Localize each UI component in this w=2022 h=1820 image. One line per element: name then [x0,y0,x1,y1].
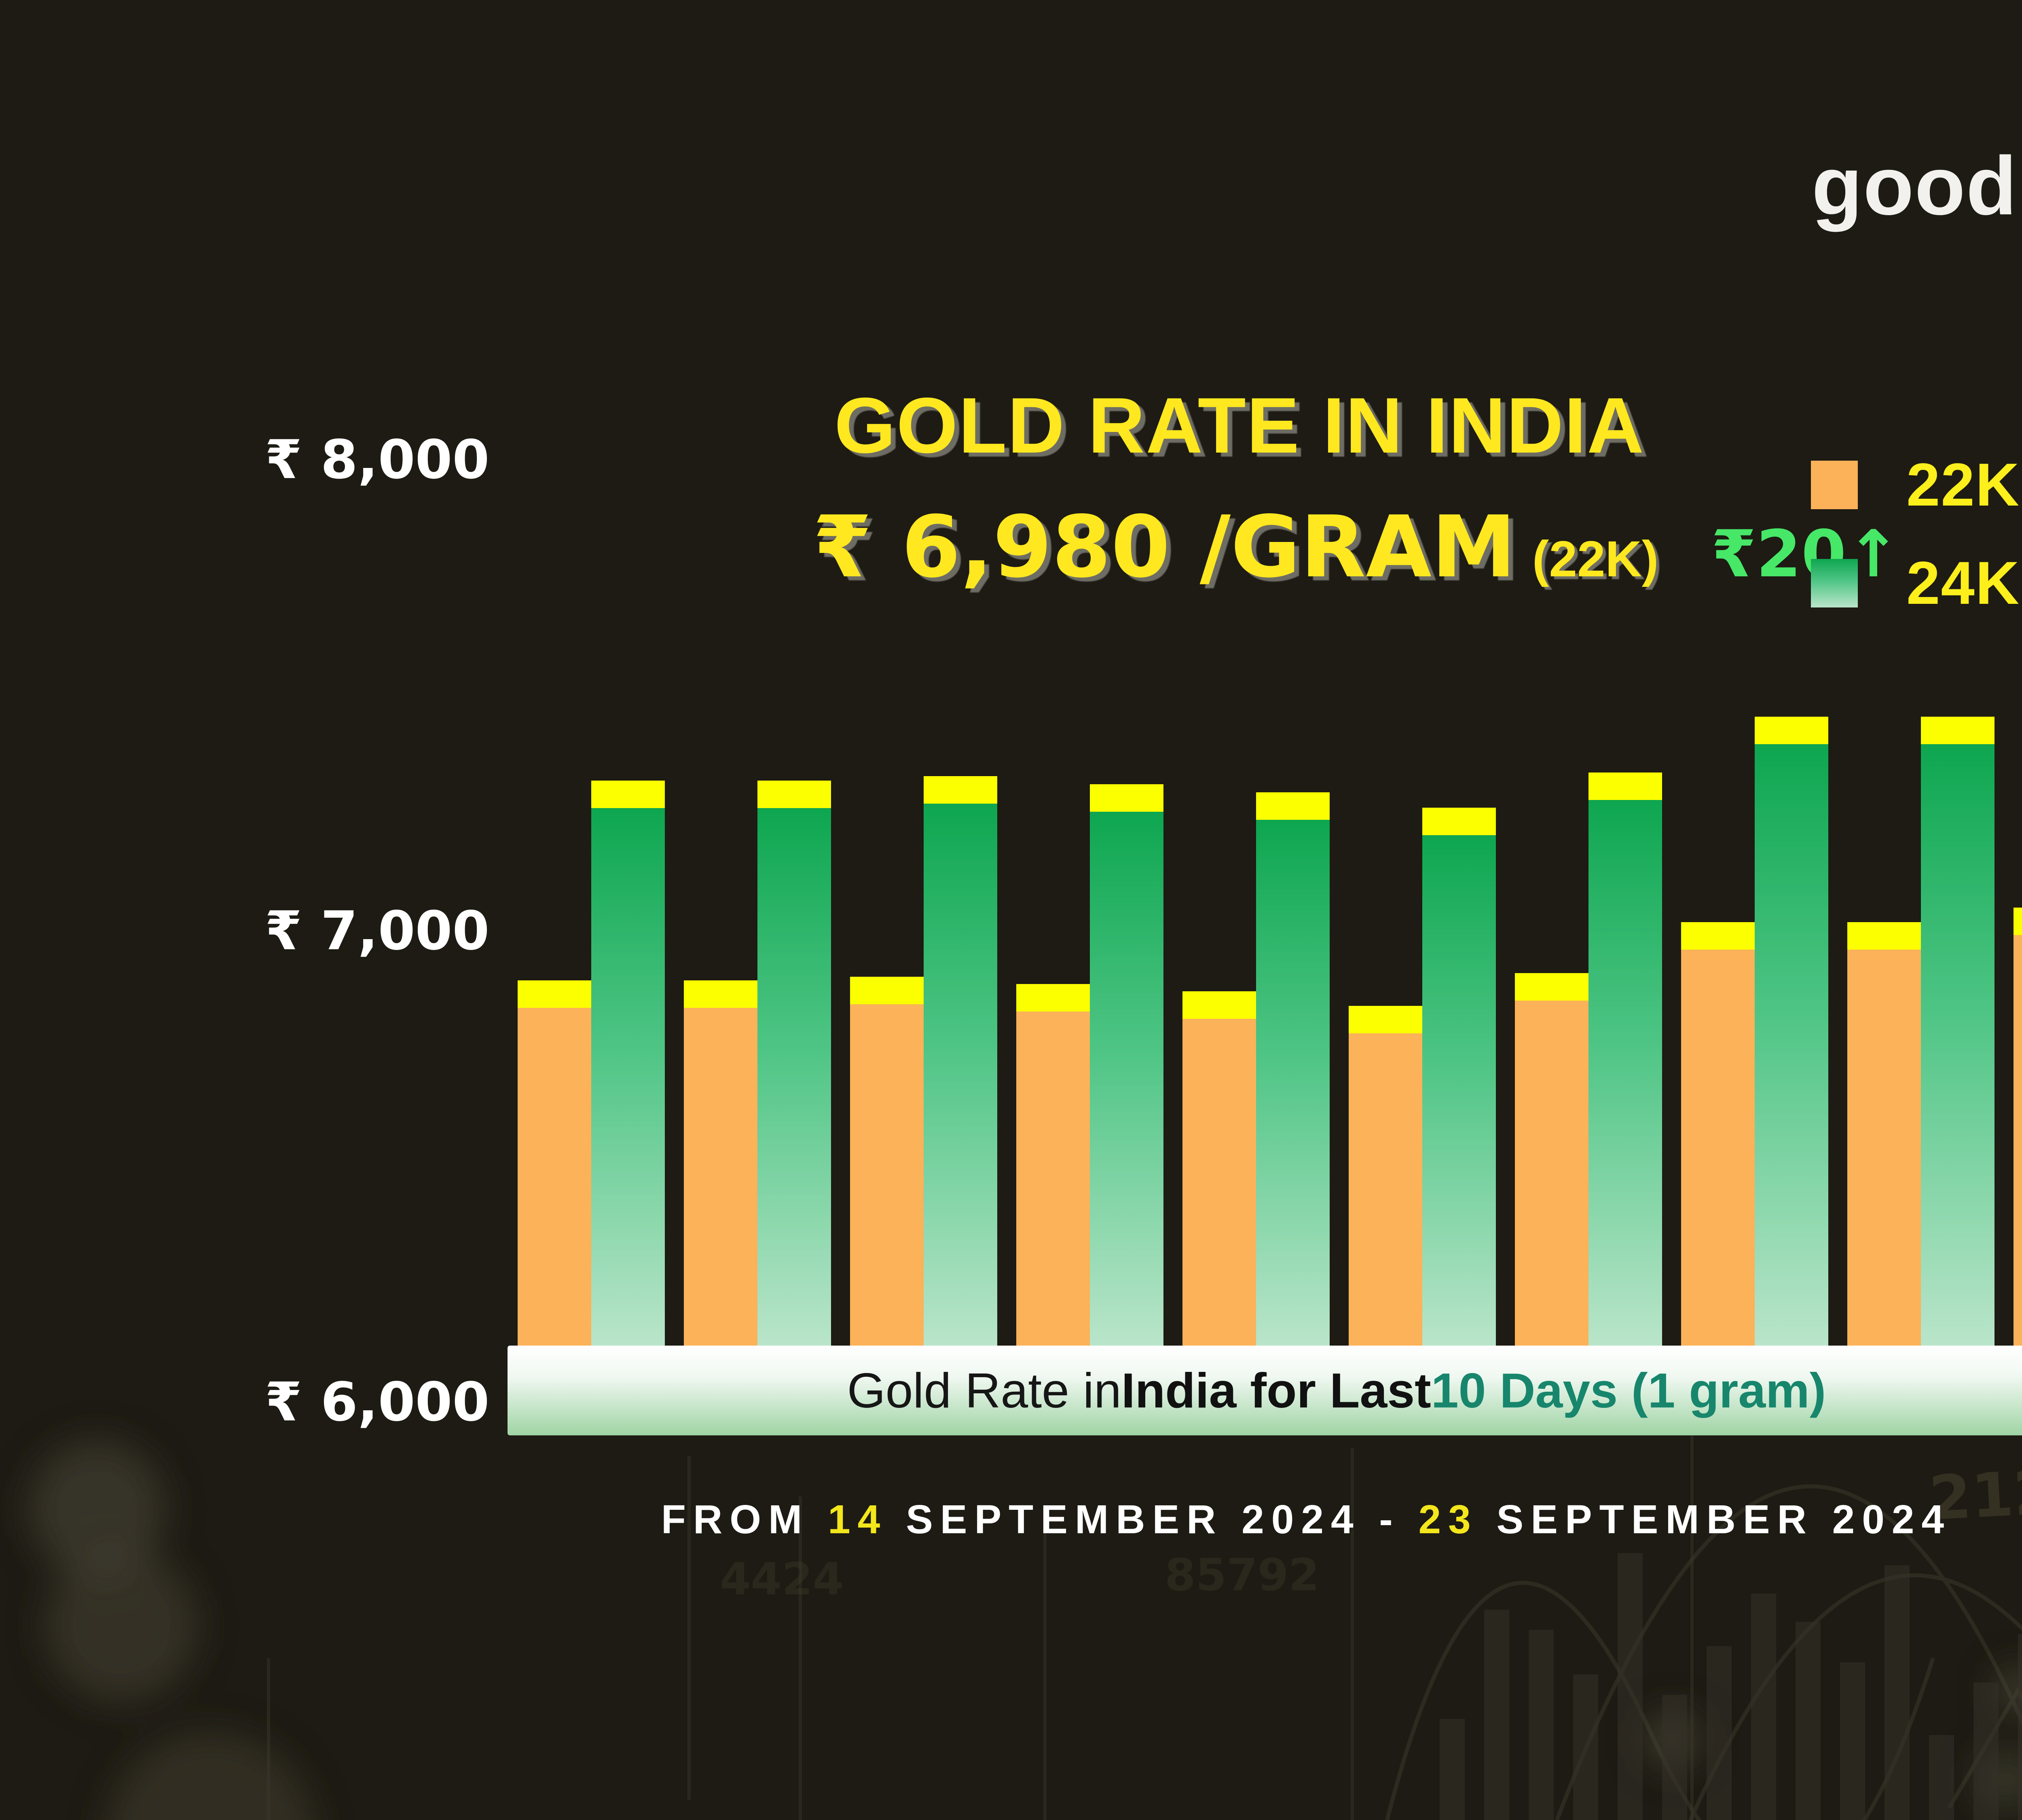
legend-item-22k: 22K [1811,450,2020,520]
bar-24k-day-8 [1755,744,1828,1347]
bar-cap-22k-day-9 [1847,922,1921,950]
bar-24k-day-1 [591,808,665,1347]
legend-label-24k: 24K [1906,549,2020,617]
bar-cap-24k-day-8 [1755,717,1828,744]
bar-24k-day-2 [757,808,831,1347]
bar-22k-day-10 [2014,935,2022,1347]
page-title: GOLD RATE IN INDIA [834,381,1645,470]
bar-cap-24k-day-3 [924,776,997,804]
bar-22k-day-6 [1349,1033,1422,1347]
price-row: ₹ 6,980 /GRAM (22K) ₹20↑ [813,497,1986,597]
bar-cap-24k-day-6 [1422,808,1496,835]
bar-cap-24k-day-1 [591,781,665,808]
bar-22k-day-5 [1182,1019,1256,1347]
logo-rupee-icon: ₹ [2016,114,2022,236]
bar-22k-day-2 [684,1008,757,1347]
bar-cap-22k-day-3 [850,977,924,1004]
bar-cap-22k-day-6 [1349,1006,1422,1033]
legend-swatch-22k [1811,460,1858,509]
price-value: ₹ 6,980 /GRAM [813,497,1516,597]
bar-cap-24k-day-9 [1921,717,1995,744]
chart-legend: 22K 24K [1811,450,2020,646]
date-range-suffix: SEPTEMBER 2024 [1478,1497,1952,1542]
legend-swatch-24k [1811,559,1858,607]
banner-text-bold: India for Last [1121,1363,1431,1418]
y-axis-label-8000: ₹ 8,000 [265,429,490,491]
bar-cap-22k-day-7 [1515,973,1588,1001]
bar-22k-day-3 [850,1004,924,1347]
banner-text-accent: 10 Days (1 gram) [1431,1363,1826,1418]
bar-24k-day-4 [1090,812,1163,1347]
bar-22k-day-4 [1016,1012,1090,1347]
date-range-middle: SEPTEMBER 2024 - [887,1497,1419,1542]
bar-cap-22k-day-4 [1016,984,1090,1012]
goodreturns-logo: good ₹ eturns [1812,114,2022,239]
bar-24k-day-5 [1256,820,1330,1347]
bar-24k-day-7 [1588,800,1662,1347]
y-axis-label-7000: ₹ 7,000 [265,900,490,962]
bar-cap-24k-day-5 [1256,792,1330,820]
bar-24k-day-9 [1921,744,1995,1347]
legend-item-24k: 24K [1811,548,2020,618]
bar-22k-day-7 [1515,1001,1588,1347]
banner-text-regular: Gold Rate in [847,1363,1121,1418]
bar-22k-day-8 [1681,950,1755,1347]
date-range-end-day: 23 [1418,1497,1478,1542]
bar-cap-22k-day-2 [684,980,757,1008]
legend-label-22k: 22K [1906,451,2020,518]
bar-cap-24k-day-7 [1588,772,1662,800]
bar-22k-day-1 [518,1008,591,1347]
date-range-prefix: FROM [661,1497,828,1542]
bar-cap-24k-day-4 [1090,784,1163,812]
bar-cap-22k-day-1 [518,980,591,1008]
bar-cap-24k-day-2 [757,781,831,808]
chart-title-banner: Gold Rate in India for Last 10 Days (1 g… [508,1346,2022,1435]
bar-24k-day-3 [924,804,997,1347]
bar-cap-22k-day-8 [1681,922,1755,950]
logo-text-good: good [1812,140,2018,232]
date-range-line: FROM 14 SEPTEMBER 2024 - 23 SEPTEMBER 20… [607,1496,2006,1543]
bar-24k-day-6 [1422,835,1496,1347]
date-range-start-day: 14 [828,1497,888,1542]
price-change-badge: ₹20↑ [1711,516,1901,592]
y-axis-label-6000: ₹ 6,000 [265,1371,490,1433]
bar-cap-22k-day-10 [2014,908,2022,935]
bar-22k-day-9 [1847,950,1921,1347]
price-karat-note: (22K) [1532,531,1659,587]
bar-cap-22k-day-5 [1182,991,1256,1019]
